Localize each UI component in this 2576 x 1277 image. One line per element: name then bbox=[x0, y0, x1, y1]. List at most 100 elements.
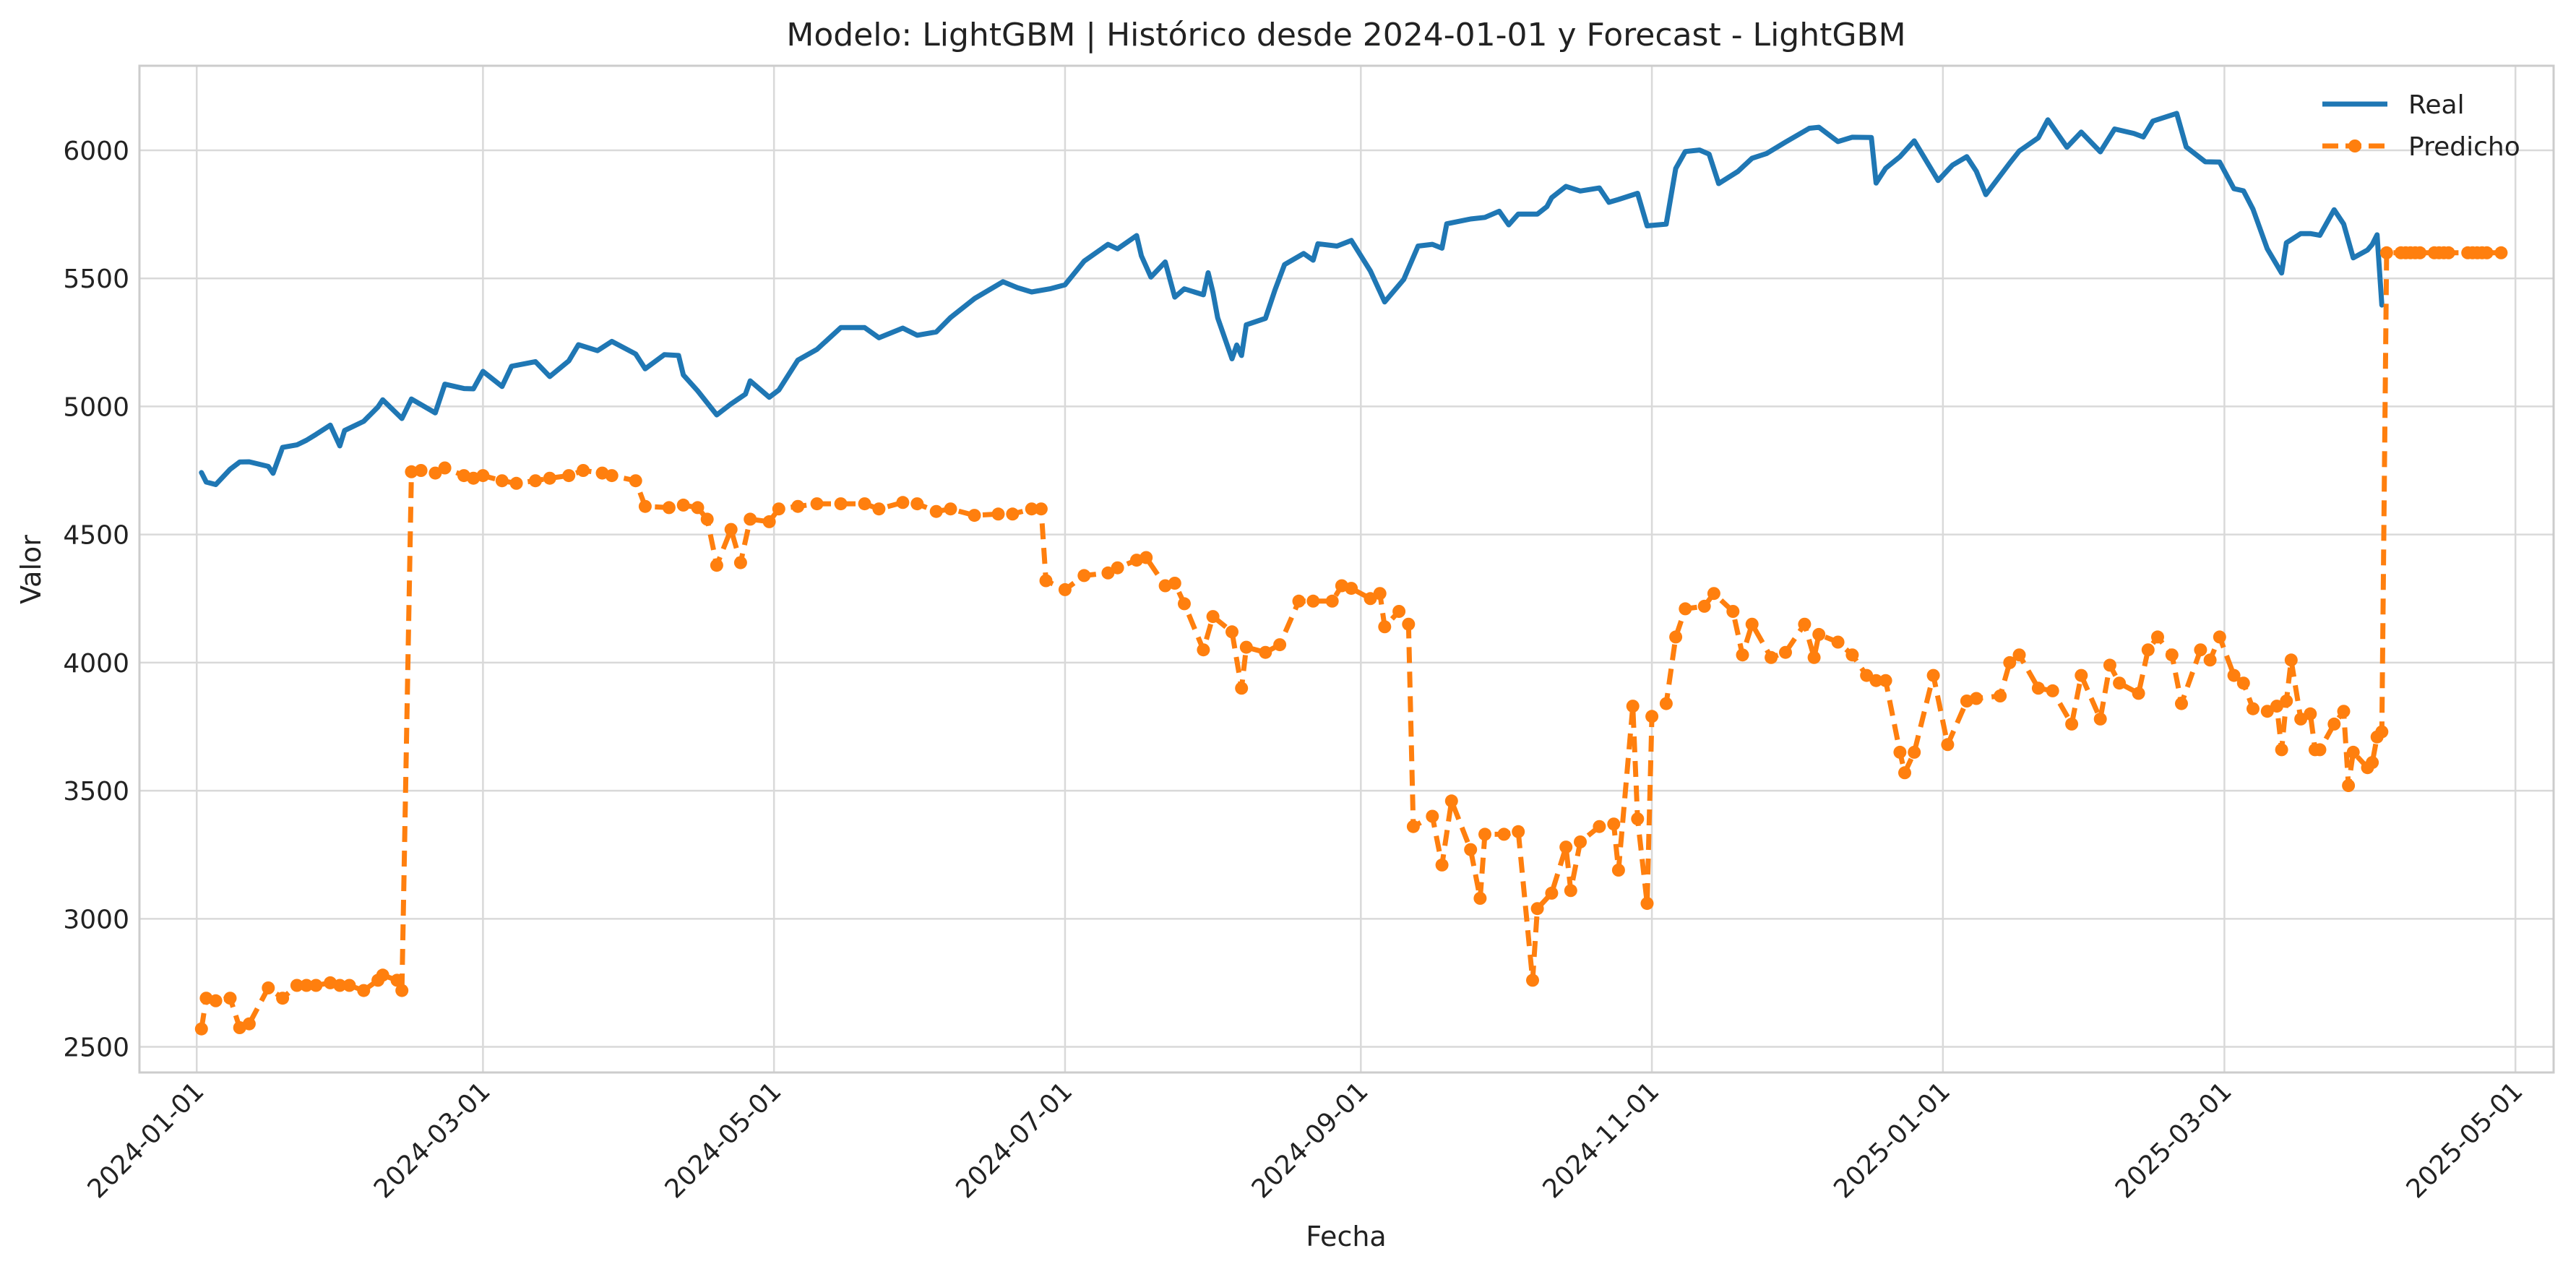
series-line-real bbox=[199, 111, 2385, 487]
data-point bbox=[357, 984, 371, 997]
data-point bbox=[333, 979, 347, 992]
data-point bbox=[405, 465, 418, 478]
series-real bbox=[199, 111, 2385, 487]
data-point bbox=[2280, 695, 2293, 708]
data-point bbox=[1898, 766, 1911, 780]
data-point bbox=[1645, 710, 1659, 723]
data-point bbox=[376, 968, 389, 982]
data-point bbox=[562, 469, 576, 483]
data-point bbox=[1807, 650, 1821, 664]
data-point bbox=[1435, 858, 1449, 872]
data-point bbox=[2194, 643, 2207, 657]
data-point bbox=[2366, 756, 2379, 770]
data-point bbox=[991, 507, 1005, 521]
data-point bbox=[638, 499, 652, 513]
data-point bbox=[2213, 630, 2226, 644]
data-point bbox=[1994, 689, 2007, 702]
data-point bbox=[1378, 620, 1392, 634]
data-point bbox=[242, 1017, 256, 1031]
data-point bbox=[662, 501, 676, 515]
data-point bbox=[1564, 884, 1577, 898]
data-point bbox=[276, 992, 290, 1005]
data-point bbox=[1478, 827, 1491, 841]
data-point bbox=[605, 469, 619, 483]
data-point bbox=[2227, 668, 2241, 682]
data-point bbox=[2165, 648, 2179, 662]
data-point bbox=[1306, 594, 1320, 608]
data-point bbox=[194, 1022, 208, 1036]
data-point bbox=[810, 497, 824, 511]
data-point bbox=[1726, 605, 1740, 618]
data-point bbox=[543, 471, 556, 485]
data-point bbox=[1631, 812, 1645, 826]
data-point bbox=[1640, 897, 1654, 911]
data-point bbox=[343, 979, 356, 992]
data-point bbox=[762, 515, 776, 528]
data-point bbox=[1426, 809, 1439, 823]
data-point bbox=[1593, 820, 1606, 833]
data-point bbox=[772, 502, 785, 516]
data-point bbox=[2175, 697, 2188, 710]
data-point bbox=[896, 496, 910, 509]
y-tick-label: 3000 bbox=[63, 905, 129, 934]
data-point bbox=[2313, 743, 2327, 757]
data-point bbox=[1559, 840, 1573, 854]
data-point bbox=[1869, 674, 1883, 687]
data-point bbox=[1039, 574, 1053, 588]
legend-predicho-marker bbox=[2348, 139, 2361, 152]
data-point bbox=[1736, 648, 1749, 662]
data-point bbox=[1574, 835, 1587, 848]
data-point bbox=[1659, 697, 1673, 710]
data-point bbox=[395, 984, 409, 997]
data-point bbox=[1025, 502, 1038, 516]
data-point bbox=[1325, 594, 1339, 608]
data-point bbox=[929, 504, 943, 518]
data-point bbox=[872, 502, 886, 516]
data-point bbox=[2342, 779, 2356, 792]
data-point bbox=[1235, 682, 1249, 695]
data-point bbox=[2270, 700, 2283, 713]
data-point bbox=[476, 469, 490, 483]
data-point bbox=[1168, 577, 1181, 590]
data-point bbox=[2284, 653, 2298, 667]
data-point bbox=[2012, 648, 2026, 662]
data-point bbox=[691, 501, 705, 515]
data-point bbox=[223, 992, 237, 1005]
data-point bbox=[1006, 507, 1020, 521]
data-point bbox=[1464, 843, 1478, 856]
data-point bbox=[495, 474, 509, 488]
data-point bbox=[1707, 587, 1720, 601]
data-point bbox=[1497, 827, 1511, 841]
data-point bbox=[2275, 743, 2288, 757]
series-predicho bbox=[194, 246, 2508, 1036]
data-point bbox=[791, 499, 805, 513]
data-point bbox=[1140, 551, 1153, 564]
data-point bbox=[529, 474, 542, 488]
data-point bbox=[2260, 705, 2274, 718]
data-point bbox=[1101, 566, 1115, 580]
data-point bbox=[2203, 653, 2217, 667]
data-point bbox=[2294, 712, 2308, 726]
data-point bbox=[300, 979, 314, 992]
data-point bbox=[2132, 687, 2145, 700]
data-point bbox=[733, 556, 747, 569]
data-point bbox=[968, 509, 981, 523]
data-point bbox=[858, 497, 871, 511]
data-point bbox=[2141, 643, 2155, 657]
data-point bbox=[1402, 617, 1416, 631]
data-point bbox=[2003, 655, 2017, 669]
data-point bbox=[1197, 643, 1210, 657]
data-point bbox=[309, 979, 323, 992]
data-point bbox=[1745, 617, 1759, 631]
data-point bbox=[1225, 625, 1239, 639]
data-point bbox=[1373, 587, 1387, 601]
y-axis-label: Valor bbox=[15, 535, 47, 604]
data-point bbox=[1845, 648, 1859, 662]
data-point bbox=[2046, 684, 2059, 697]
data-point bbox=[629, 474, 642, 488]
data-point bbox=[390, 973, 404, 987]
data-point bbox=[2247, 702, 2260, 715]
